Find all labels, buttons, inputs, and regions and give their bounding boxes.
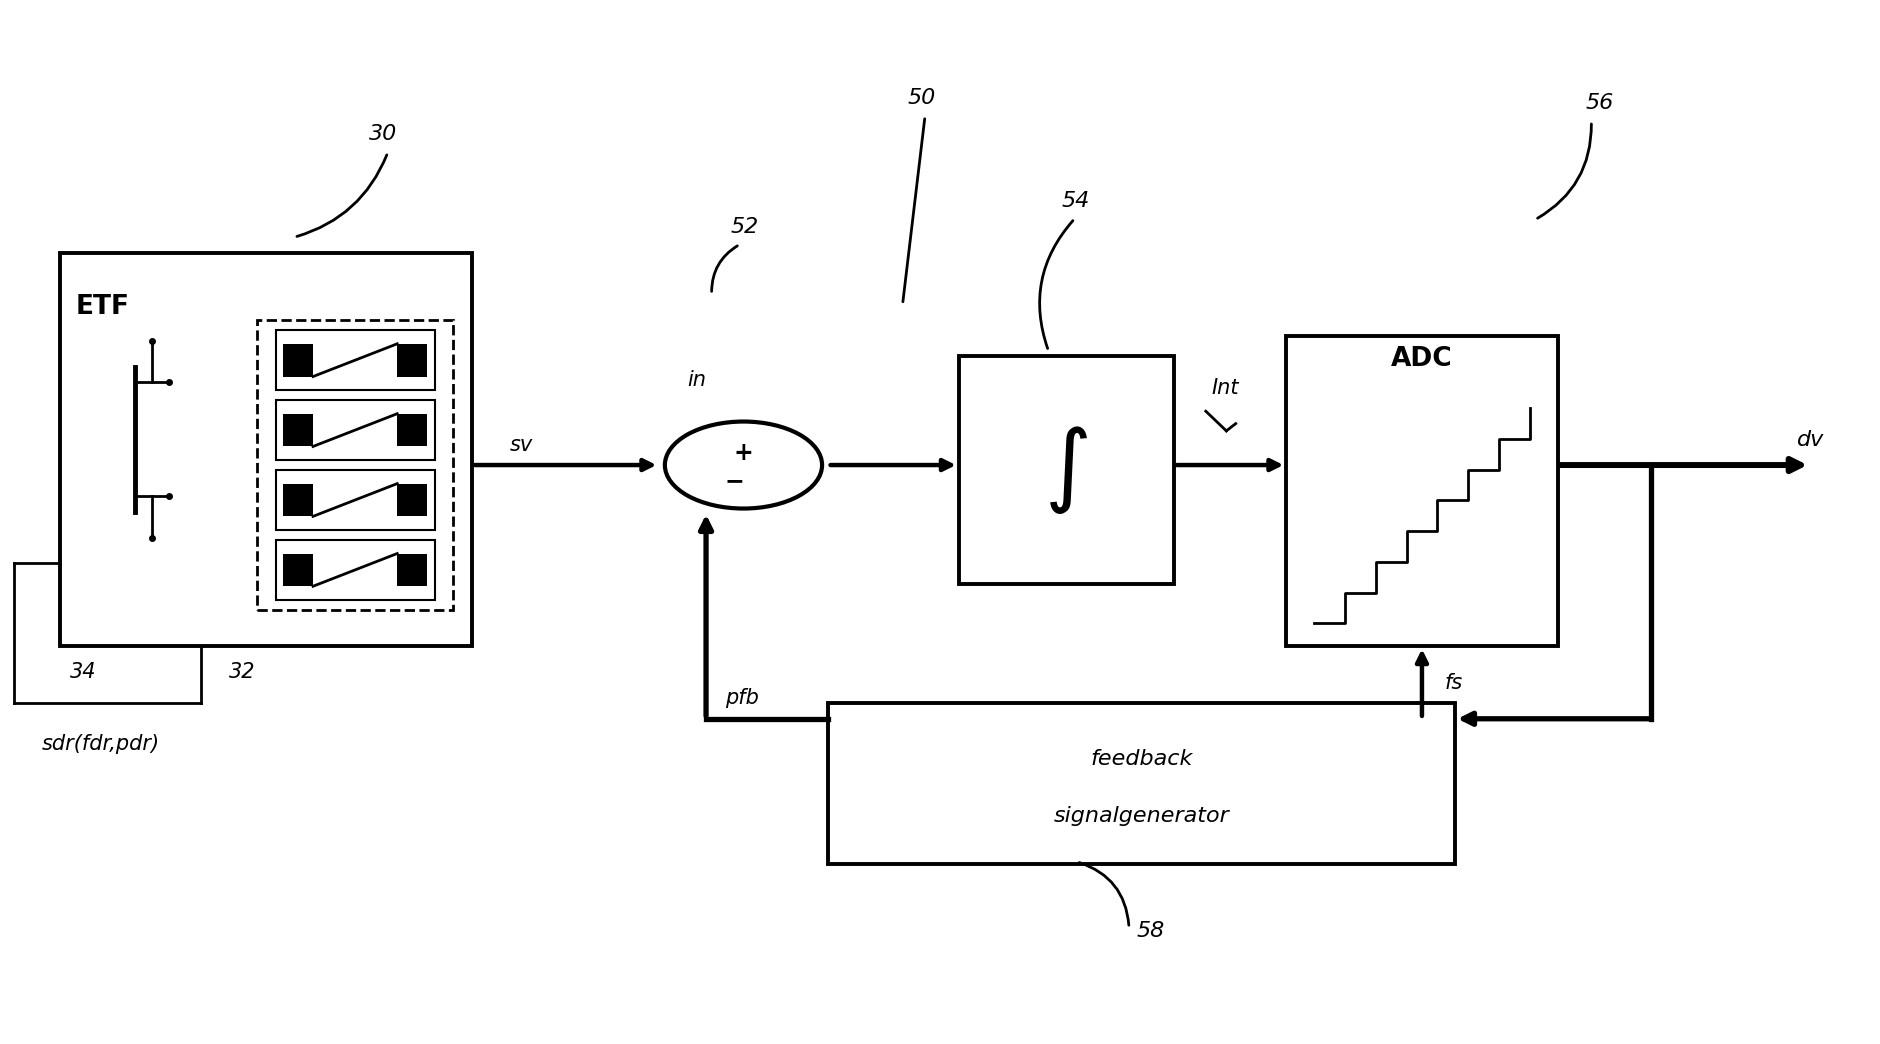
Bar: [60, 253, 472, 646]
Text: feedback: feedback: [1090, 750, 1192, 769]
Bar: [276, 540, 434, 599]
Bar: [397, 343, 427, 377]
Bar: [276, 470, 434, 529]
Bar: [397, 553, 427, 587]
Text: 34: 34: [70, 662, 96, 682]
Bar: [959, 356, 1173, 585]
Bar: [258, 321, 453, 610]
Bar: [284, 553, 312, 587]
Bar: [276, 330, 434, 390]
Text: −: −: [724, 470, 744, 494]
Text: sv: sv: [509, 434, 532, 455]
Text: 52: 52: [729, 217, 760, 237]
Bar: [827, 704, 1455, 863]
Text: in: in: [688, 371, 707, 390]
Text: fs: fs: [1444, 673, 1463, 693]
Bar: [397, 413, 427, 447]
Text: 30: 30: [368, 124, 397, 144]
Text: 54: 54: [1062, 191, 1090, 211]
Text: pfb: pfb: [726, 688, 760, 709]
Text: 56: 56: [1585, 93, 1613, 113]
Text: +: +: [733, 441, 754, 465]
Text: ADC: ADC: [1391, 346, 1453, 372]
Text: Int: Int: [1211, 378, 1239, 398]
Text: $\int$: $\int$: [1045, 424, 1089, 516]
Text: 50: 50: [908, 88, 936, 108]
Bar: [284, 343, 312, 377]
Text: ETF: ETF: [75, 294, 130, 321]
Bar: [397, 483, 427, 517]
Text: 32: 32: [229, 662, 256, 682]
Text: sdr(fdr,pdr): sdr(fdr,pdr): [41, 734, 160, 755]
Bar: [1286, 335, 1559, 646]
Text: signalgenerator: signalgenerator: [1053, 806, 1230, 826]
Bar: [276, 400, 434, 459]
Text: 58: 58: [1137, 922, 1166, 942]
Bar: [284, 413, 312, 447]
Text: dv: dv: [1797, 429, 1824, 450]
Bar: [284, 483, 312, 517]
